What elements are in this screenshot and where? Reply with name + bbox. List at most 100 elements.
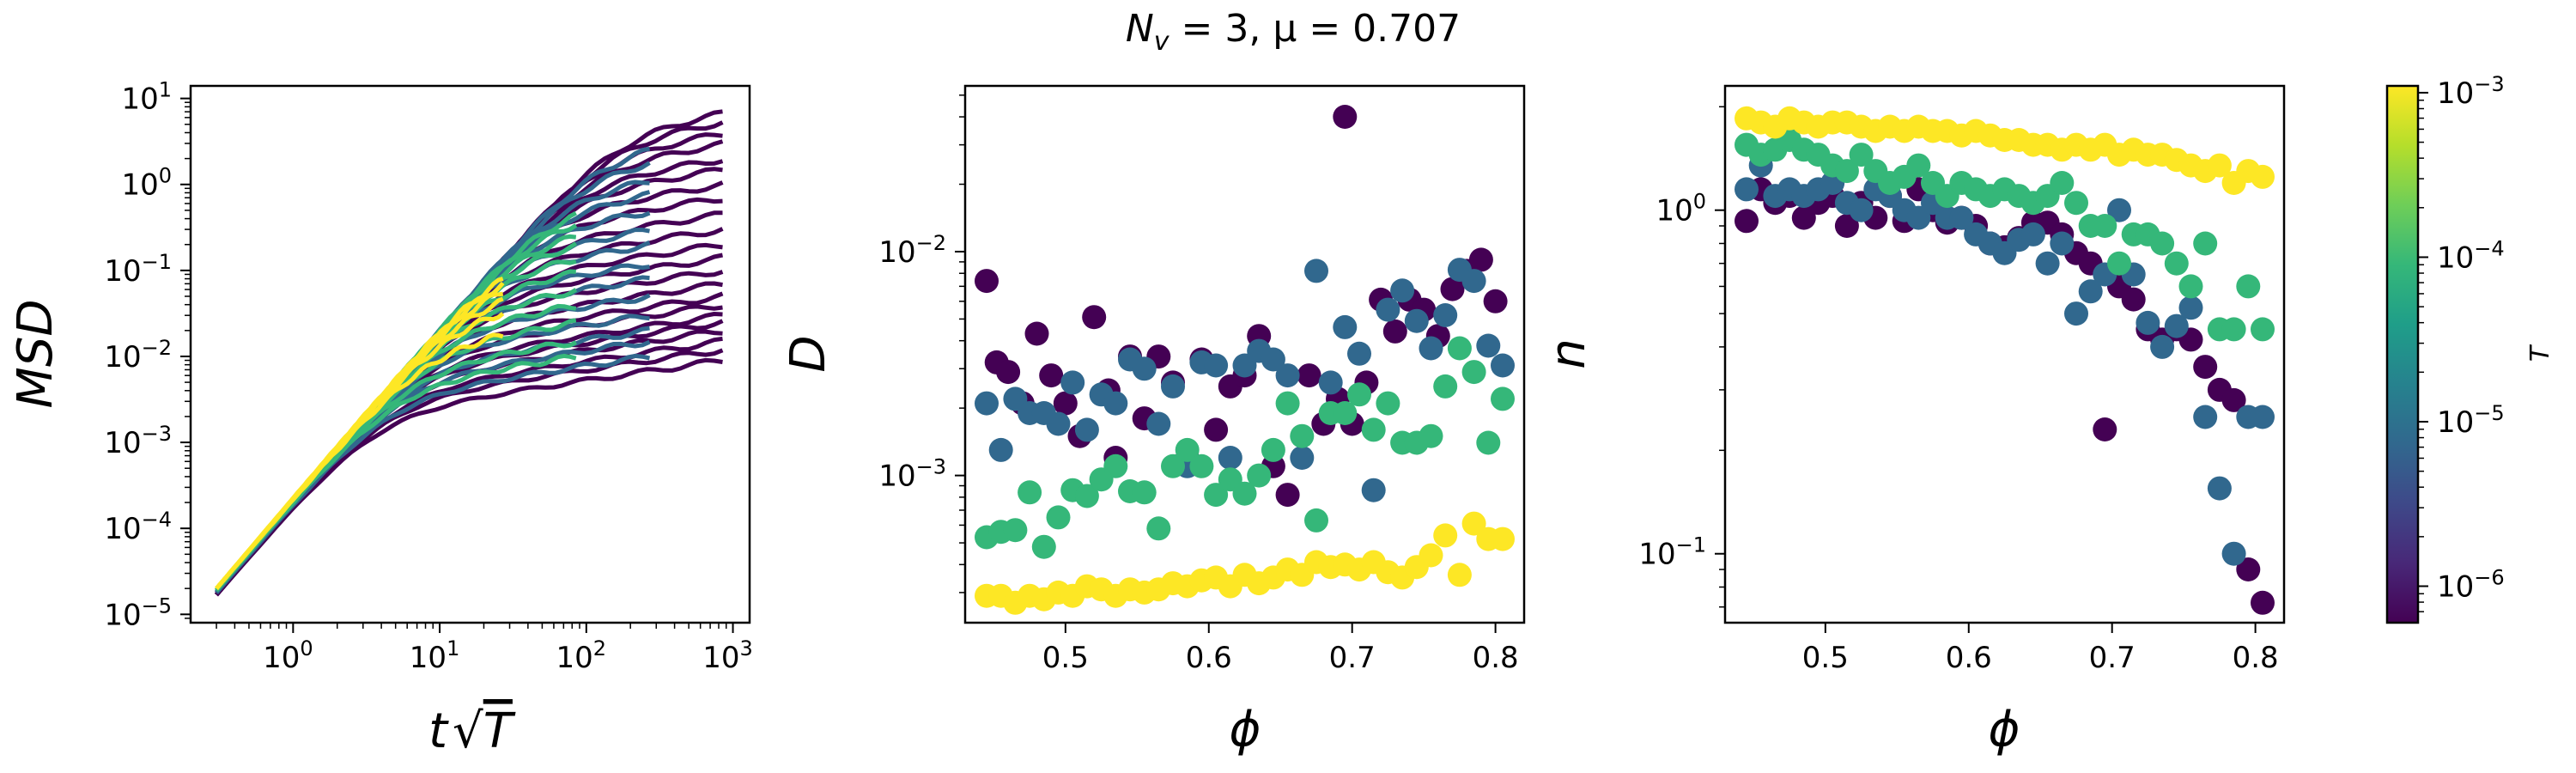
data-point <box>1161 453 1185 478</box>
data-point <box>2093 417 2117 441</box>
data-point <box>1849 143 1874 167</box>
y-tick-label: 10−5 <box>104 593 172 632</box>
x-tick-label: 102 <box>556 636 607 675</box>
data-point <box>1433 523 1458 548</box>
y-tick-label: 10−1 <box>1638 533 1706 572</box>
msd-axes-frame <box>189 84 751 624</box>
data-point <box>1132 356 1157 381</box>
data-point <box>2251 164 2275 189</box>
data-point <box>1333 314 1358 339</box>
y-tick-label: 10−4 <box>104 508 172 546</box>
data-point <box>1046 505 1071 530</box>
msd-curve <box>215 210 651 594</box>
x-tick-label: 0.5 <box>1802 641 1849 675</box>
data-point <box>1304 508 1328 533</box>
data-point <box>1204 353 1229 378</box>
data-point <box>1483 289 1508 313</box>
data-point <box>1461 269 1486 294</box>
data-point <box>1018 480 1042 505</box>
y-tick-label: 10−2 <box>878 231 946 270</box>
data-point <box>1333 105 1358 129</box>
d-ticks: 0.5 0.6 0.7 0.8 10−3 10−2 <box>878 94 1519 675</box>
y-tick-label: 10−3 <box>878 455 946 494</box>
data-point <box>2150 231 2175 256</box>
data-point <box>1039 363 1064 388</box>
data-point <box>2178 295 2203 320</box>
data-point <box>996 360 1021 385</box>
msd-curve <box>215 277 504 590</box>
x-tick-label: 0.7 <box>2089 641 2136 675</box>
data-point <box>2251 317 2275 342</box>
n-ticks: 0.5 0.6 0.7 0.8 10−1 100 <box>1638 106 2279 675</box>
data-point <box>2251 405 2275 429</box>
d-axes-frame <box>963 84 1526 624</box>
data-point <box>1461 511 1486 536</box>
data-point <box>1382 319 1407 344</box>
data-point <box>2221 387 2246 412</box>
data-point <box>1419 543 1443 568</box>
data-point <box>1906 205 1931 230</box>
data-point <box>1404 308 1429 333</box>
data-point <box>1290 446 1315 470</box>
data-point <box>1491 526 1515 551</box>
colorbar-label: T <box>2525 344 2555 362</box>
d-y-label: D <box>781 335 836 372</box>
data-point <box>1290 423 1315 448</box>
data-point <box>1461 360 1486 385</box>
data-point <box>1275 483 1300 508</box>
data-point <box>1053 391 1078 416</box>
figure-title: Nv = 3, μ = 0.707 <box>1126 7 1461 57</box>
data-point <box>1204 417 1229 442</box>
data-point <box>2121 287 2146 312</box>
data-point <box>1003 518 1028 543</box>
data-point <box>1440 277 1465 301</box>
data-point <box>1476 333 1501 358</box>
data-point <box>1491 353 1515 378</box>
data-point <box>2236 274 2261 299</box>
data-point <box>975 269 999 294</box>
data-point <box>2064 191 2088 216</box>
data-point <box>1146 411 1171 436</box>
x-tick-label: 0.6 <box>1186 641 1232 675</box>
data-point <box>1433 374 1458 399</box>
data-point <box>1735 209 1759 234</box>
data-point <box>1419 336 1443 361</box>
data-point <box>2221 541 2246 566</box>
msd-curve <box>215 357 723 597</box>
colorbar-ticks: 10−6 10−5 10−4 10−3 <box>2418 72 2505 612</box>
colorbar-gradient <box>2387 86 2418 623</box>
data-point <box>1433 303 1458 327</box>
data-point <box>1024 321 1049 346</box>
data-point <box>2150 334 2175 359</box>
data-point <box>2251 590 2275 615</box>
colorbar-tick-label: 10−4 <box>2437 236 2505 275</box>
data-point <box>1949 205 1974 230</box>
data-point <box>1204 483 1229 508</box>
data-point <box>1304 259 1328 283</box>
msd-lines <box>215 109 724 597</box>
colorbar-tick-label: 10−6 <box>2437 566 2505 605</box>
x-tick-label: 101 <box>410 636 460 675</box>
data-point <box>1261 437 1285 462</box>
data-point <box>1347 341 1371 366</box>
data-point <box>1132 480 1157 505</box>
data-point <box>1074 484 1099 508</box>
data-point <box>1218 446 1242 470</box>
data-point <box>1906 153 1931 178</box>
msd-curve <box>215 303 577 593</box>
y-tick-label: 101 <box>121 78 172 117</box>
data-point <box>2136 310 2160 335</box>
n-points <box>1735 106 2275 615</box>
data-point <box>1103 453 1128 478</box>
data-point <box>1261 347 1285 372</box>
data-point <box>1361 478 1386 502</box>
data-point <box>2078 279 2103 304</box>
x-tick-label: 0.5 <box>1042 641 1089 675</box>
msd-x-label: t √T <box>428 703 516 759</box>
colorbar-frame <box>2385 84 2420 624</box>
n-axes-frame <box>1723 84 2286 624</box>
y-tick-label: 10−2 <box>104 336 172 374</box>
data-point <box>1735 177 1759 202</box>
panel-exponent: 0.5 0.6 0.7 0.8 10−1 100 ϕ n <box>1540 84 2286 758</box>
